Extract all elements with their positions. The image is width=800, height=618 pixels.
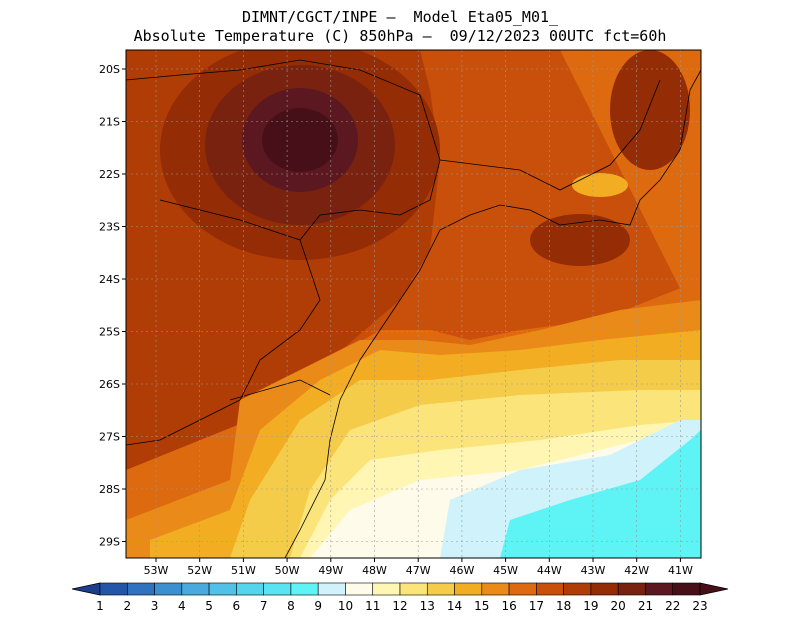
colorbar-segment	[399, 582, 428, 596]
lat-label: 26S	[99, 378, 120, 391]
colorbar-label: 20	[611, 599, 626, 613]
colorbar-segment	[126, 582, 155, 596]
field-east-20	[530, 214, 630, 266]
temperature-field	[126, 50, 701, 558]
colorbar-segment	[236, 582, 264, 596]
colorbar-label: 11	[365, 599, 380, 613]
lat-label: 29S	[99, 536, 120, 549]
lon-label: 44W	[537, 564, 562, 577]
colorbar-segment	[454, 582, 483, 596]
title-line-1: DIMNT/CGCT/INPE – Model Eta05_M01_	[241, 8, 559, 26]
map-frame	[125, 49, 702, 559]
colorbar-segment	[372, 582, 401, 596]
colorbar	[71, 582, 729, 596]
colorbar-segment	[345, 582, 374, 596]
lat-label: 22S	[99, 168, 120, 181]
colorbar-label: 21	[638, 599, 653, 613]
colorbar-labels: 1 2 3 4 5 6 7 8 9 10 11 12 13 14 15 16 17 18 19 20 21 22 23	[96, 599, 707, 613]
lat-label: 27S	[99, 431, 120, 444]
colorbar-label: 17	[529, 599, 544, 613]
colorbar-arrow-left	[71, 582, 101, 596]
colorbar-segment	[154, 582, 183, 596]
longitude-labels: 53W 52W 51W 50W 49W 48W 47W 46W 45W 44W 43W 42W 41W	[144, 558, 693, 577]
colorbar-segment	[590, 582, 619, 596]
colorbar-label: 6	[233, 599, 241, 613]
colorbar-label: 4	[178, 599, 186, 613]
coastline-borders	[126, 59, 701, 558]
lon-label: 42W	[624, 564, 649, 577]
colorbar-label: 19	[583, 599, 598, 613]
lat-label: 24S	[99, 273, 120, 286]
lon-label: 47W	[406, 564, 431, 577]
lon-label: 52W	[187, 564, 212, 577]
colorbar-label: 12	[392, 599, 407, 613]
colorbar-label: 5	[205, 599, 213, 613]
lat-label: 25S	[99, 326, 120, 339]
colorbar-label: 10	[338, 599, 353, 613]
colorbar-segment	[536, 582, 564, 596]
field-23	[262, 108, 338, 172]
colorbar-segment	[426, 582, 455, 596]
colorbar-label: 23	[692, 599, 707, 613]
colorbar-label: 14	[447, 599, 462, 613]
colorbar-label: 13	[420, 599, 435, 613]
colorbar-label: 2	[123, 599, 131, 613]
lon-label: 49W	[318, 564, 343, 577]
colorbar-label: 1	[96, 599, 104, 613]
lat-label: 28S	[99, 483, 120, 496]
lon-label: 46W	[449, 564, 474, 577]
lon-label: 43W	[581, 564, 606, 577]
colorbar-segment	[290, 582, 319, 596]
colorbar-segment	[208, 582, 237, 596]
lon-label: 53W	[144, 564, 169, 577]
colorbar-label: 22	[665, 599, 680, 613]
title-line-2: Absolute Temperature (C) 850hPa – 09/12/…	[133, 27, 667, 45]
colorbar-segment	[181, 582, 210, 596]
field-east-cool	[572, 173, 628, 197]
colorbar-arrow-right	[699, 582, 729, 596]
colorbar-label: 9	[314, 599, 322, 613]
colorbar-label: 18	[556, 599, 571, 613]
lon-label: 48W	[362, 564, 387, 577]
colorbar-segment	[481, 582, 510, 596]
lon-label: 41W	[668, 564, 693, 577]
colorbar-segment	[99, 582, 128, 596]
lon-label: 45W	[493, 564, 518, 577]
colorbar-label: 15	[474, 599, 489, 613]
colorbar-label: 16	[501, 599, 516, 613]
colorbar-segment	[672, 582, 701, 596]
field-ne-20	[610, 50, 690, 170]
colorbar-label: 8	[287, 599, 295, 613]
graticule	[126, 50, 701, 558]
colorbar-segment	[317, 582, 346, 596]
lat-label: 21S	[99, 116, 120, 129]
lon-label: 50W	[275, 564, 300, 577]
colorbar-segment	[617, 582, 646, 596]
colorbar-segment	[645, 582, 674, 596]
lon-label: 51W	[231, 564, 256, 577]
lat-label: 23S	[99, 221, 120, 234]
colorbar-segment	[563, 582, 592, 596]
colorbar-label: 7	[260, 599, 268, 613]
field-9	[500, 430, 701, 558]
colorbar-label: 3	[151, 599, 159, 613]
latitude-labels: 20S 21S 22S 23S 24S 25S 26S 27S 28S 29S	[99, 63, 126, 549]
colorbar-segment	[263, 582, 292, 596]
colorbar-segment	[508, 582, 537, 596]
lat-label: 20S	[99, 63, 120, 76]
